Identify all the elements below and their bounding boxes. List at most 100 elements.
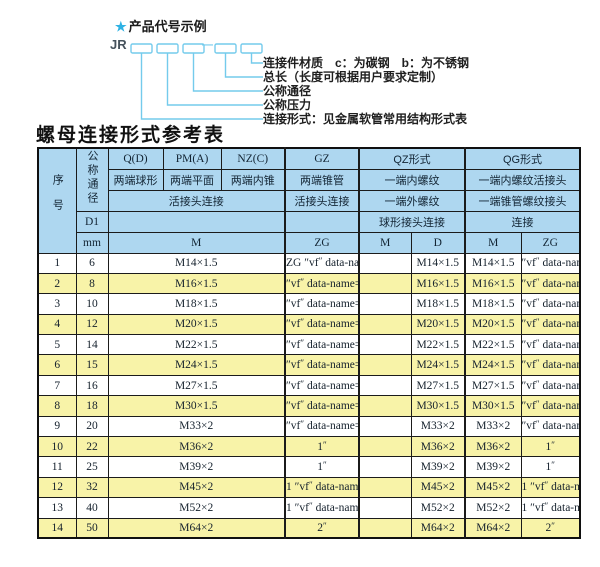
inch-mark: ″ (521, 297, 527, 310)
inch-mark: ″ (535, 317, 540, 328)
header-desc-pma: 两端平面 (162, 168, 222, 191)
table-cell: M18×1.5 (410, 293, 466, 315)
header-union-gz: 活接头连接 (284, 189, 360, 212)
table-cell: M64×2 (410, 517, 466, 539)
inch-mark: ″ (535, 296, 540, 307)
table-cell: ″vf″ data-name=″fraction″ data-interacta… (284, 415, 360, 438)
inch-mark: ″ (535, 256, 540, 267)
inch-mark: ″ (294, 501, 300, 514)
header-group-gz: GZ (284, 147, 360, 170)
header-diameter: 公称通径 (75, 147, 109, 212)
inch-mark: ″ (530, 481, 535, 494)
table-cell: M24×1.5 (410, 354, 466, 376)
code-prefix: JR (110, 37, 127, 52)
table-cell: ″vf″ data-name=″fraction″ data-interacta… (520, 252, 581, 274)
table-cell: M45×2 (464, 476, 522, 499)
table-cell: M39×2 (464, 456, 522, 478)
inch-mark: ″ (521, 399, 527, 412)
table-cell: M22×1.5 (107, 334, 286, 356)
table-cell: 32 (75, 476, 109, 499)
inch-mark: ″ (323, 521, 327, 532)
inch-mark: ″ (521, 257, 527, 270)
header-qz-row3: 一端外螺纹 (358, 189, 466, 212)
table-cell: 1 (37, 252, 77, 274)
code-box-4 (214, 43, 237, 54)
header-desc-qz: 一端内螺纹 (358, 168, 466, 191)
header-empty-left (107, 210, 286, 233)
table-cell: 1 ″vf″ data-name=″fraction″ data-interac… (284, 476, 360, 499)
inch-mark: ″ (521, 318, 527, 331)
inch-mark: ″ (521, 420, 527, 433)
inch-mark: ″ (544, 480, 549, 491)
table-cell: M18×1.5 (464, 293, 522, 315)
table-cell (358, 395, 412, 417)
table-cell: 1″ (520, 456, 581, 478)
code-box-3 (182, 43, 205, 54)
header-desc-qd: 两端球形 (107, 168, 164, 191)
table-cell: M36×2 (464, 436, 522, 458)
header-unit-m3: M (464, 231, 522, 254)
code-separator-dash: — (202, 39, 213, 51)
inch-mark: ″ (294, 481, 300, 494)
header-seq-label: 序号 (51, 174, 64, 225)
header-group-pma: PM(A) (162, 147, 222, 170)
header-mm: mm (75, 231, 109, 254)
inch-mark: ″ (286, 297, 291, 310)
inch-mark: ″ (309, 500, 313, 511)
inch-mark: ″ (535, 419, 540, 430)
table-cell (358, 293, 412, 315)
table-cell: 1″ (284, 436, 360, 458)
inch-mark: ″ (551, 460, 555, 471)
inch-mark: ″ (286, 399, 291, 412)
table-cell: 8 (37, 395, 77, 417)
table-cell: 18 (75, 395, 109, 417)
table-cell: 6 (37, 354, 77, 376)
table-cell: M52×2 (410, 497, 466, 519)
table-cell: 5 (37, 334, 77, 356)
leader-line-connection (140, 53, 263, 120)
table-title: 螺母连接形式参考表 (36, 124, 226, 146)
table-row: 10 22 M36×2 1″ M36×2 M36×2 1″ (37, 436, 581, 458)
header-group-nzc: NZ(C) (220, 147, 286, 170)
inch-mark: ″ (535, 398, 540, 409)
header-diameter-label: 公称通径 (86, 150, 98, 207)
table-cell: M30×1.5 (107, 395, 286, 417)
inch-mark: ″ (535, 337, 540, 348)
table-cell: 8 (75, 272, 109, 295)
table-cell (358, 497, 412, 519)
label-nominal-pressure: 公称压力 (263, 98, 312, 112)
table-row: 11 25 M39×2 1″ M39×2 M39×2 1″ (37, 456, 581, 478)
table-cell: ″vf″ data-name=″fraction″ data-interacta… (520, 395, 581, 417)
table-cell: M33×2 (107, 415, 286, 438)
inch-mark: ″ (535, 358, 540, 369)
table-cell: M33×2 (464, 415, 522, 438)
table-cell: ZG ″vf″ data-name=″fraction″ data-intera… (284, 252, 360, 274)
inch-mark: ″ (309, 480, 313, 491)
table-cell: M39×2 (107, 456, 286, 478)
header-union-left: 活接头连接 (107, 189, 286, 212)
table-cell: M27×1.5 (410, 374, 466, 397)
inch-mark: ″ (286, 277, 291, 290)
table-cell: ″vf″ data-name=″fraction″ data-interacta… (520, 293, 581, 315)
table-cell: 4 (37, 313, 77, 336)
table-cell: M39×2 (410, 456, 466, 478)
inch-mark: ″ (286, 420, 291, 433)
table-cell (358, 252, 412, 274)
table-cell: 7 (37, 374, 77, 397)
table-cell: M33×2 (410, 415, 466, 438)
table-cell: 13 (37, 497, 77, 519)
table-cell: M45×2 (410, 476, 466, 499)
product-code-heading: ★ 产品代号示例 (115, 16, 207, 35)
table-cell: ″vf″ data-name=″fraction″ data-interacta… (284, 334, 360, 356)
table-cell: 25 (75, 456, 109, 478)
table-cell: 6 (75, 252, 109, 274)
nut-connection-table: 序号 公称通径 Q(D) PM(A) NZ(C) GZ QZ形式 QG形式 两端… (37, 147, 581, 540)
table-cell: ″vf″ data-name=″fraction″ data-interacta… (520, 374, 581, 397)
table-cell: 9 (37, 415, 77, 438)
leader-line-pressure (166, 53, 263, 106)
